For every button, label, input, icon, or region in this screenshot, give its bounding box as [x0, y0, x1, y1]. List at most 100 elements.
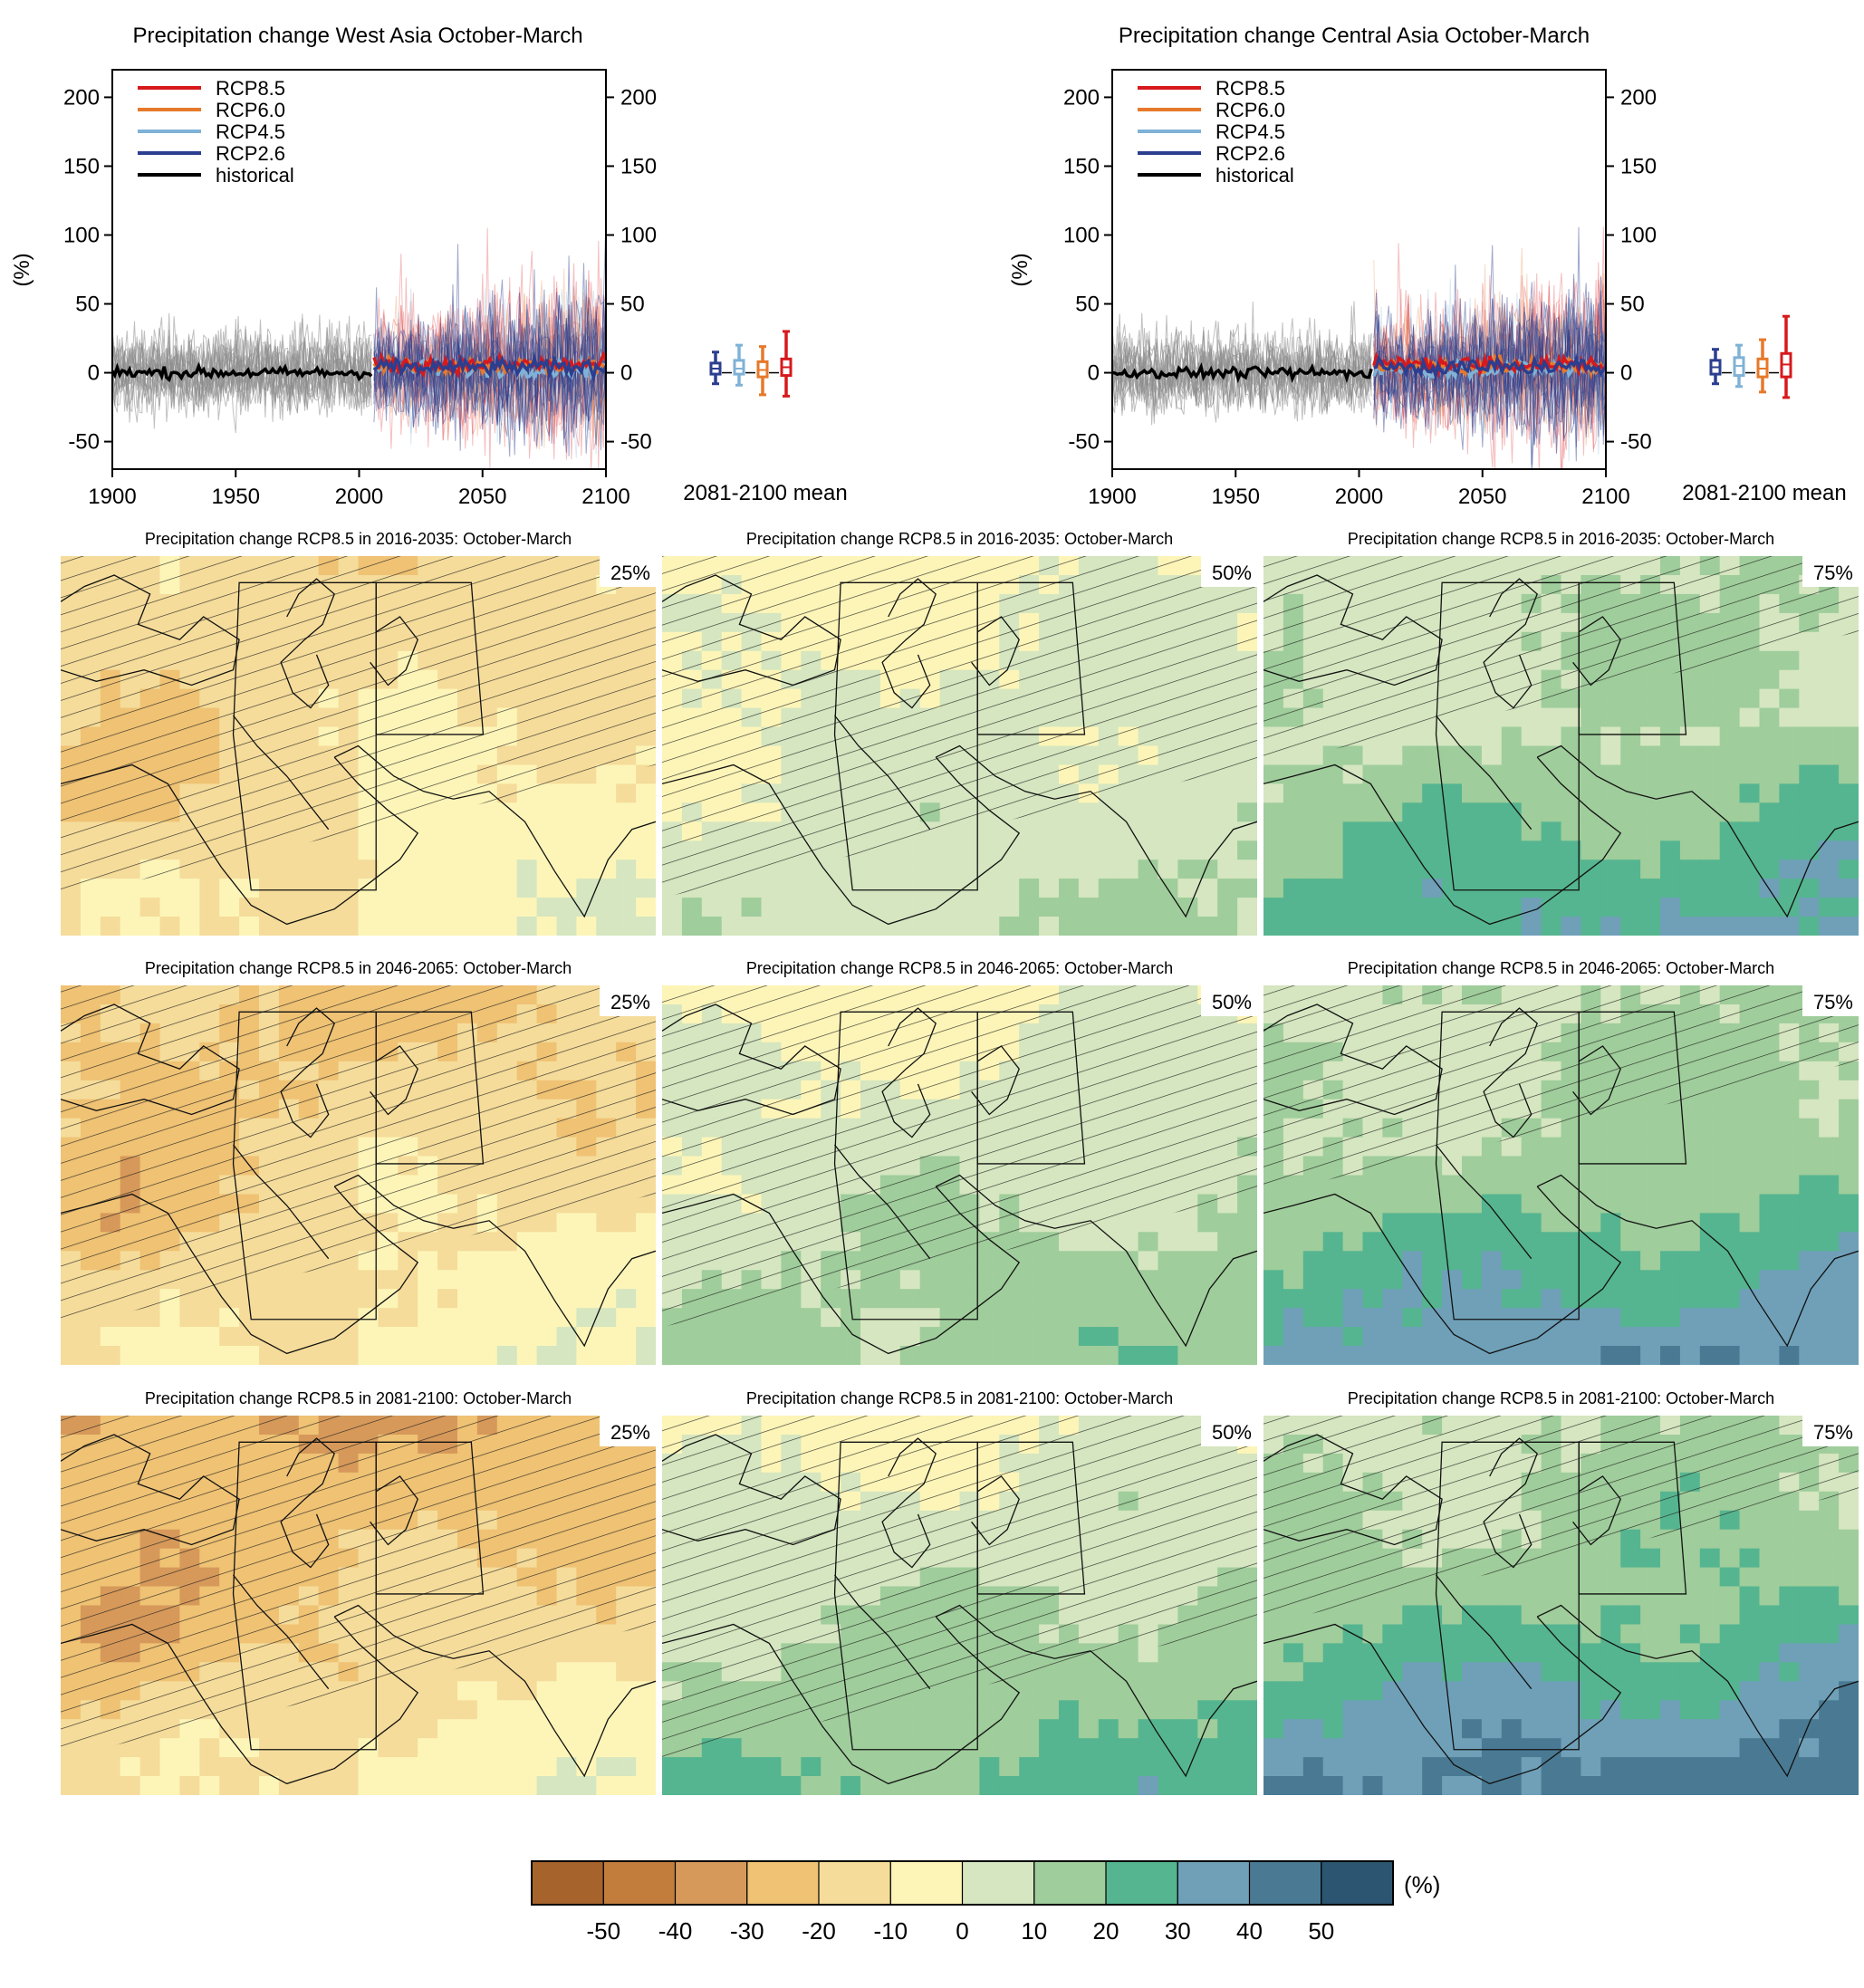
map-cell — [556, 802, 577, 822]
map-cell — [1177, 783, 1198, 803]
coastline — [971, 616, 1020, 687]
map-cell — [1839, 879, 1859, 898]
map-cell — [1581, 1308, 1601, 1328]
map-cell — [1541, 1289, 1562, 1309]
map-cell — [1501, 1289, 1523, 1309]
map-cell — [239, 860, 260, 879]
map-cell — [1759, 1251, 1780, 1271]
map-cell — [1640, 879, 1661, 898]
map-cell — [596, 840, 617, 860]
map-cell — [879, 898, 901, 917]
map-cell — [1699, 1118, 1721, 1138]
map-cell — [636, 1232, 656, 1252]
map-cell — [939, 1346, 961, 1365]
coastline — [935, 1174, 1257, 1348]
map-cell — [1442, 860, 1463, 879]
map-cell — [1442, 1194, 1463, 1215]
map-cell — [1197, 1346, 1218, 1365]
map-cell — [1217, 917, 1238, 936]
map-cell — [1759, 1080, 1780, 1100]
map-cell — [338, 1270, 360, 1290]
map-cell — [259, 1719, 280, 1739]
map-cell — [1501, 745, 1523, 766]
map-cell — [536, 1289, 558, 1309]
map-cell — [219, 1346, 240, 1365]
map-cell — [781, 879, 802, 898]
map-cell — [1581, 688, 1601, 709]
map-cell — [1759, 1099, 1780, 1119]
map-cell — [1158, 821, 1178, 841]
map-cell — [1620, 745, 1641, 766]
map-cell — [1541, 1251, 1562, 1271]
scenario-member-line — [373, 292, 606, 460]
map-cell — [1283, 1346, 1304, 1365]
map-cell — [278, 1308, 300, 1328]
map-cell — [1481, 745, 1503, 766]
map-cell — [1779, 1137, 1800, 1157]
map-cell — [1640, 821, 1661, 841]
map-cell — [1660, 1346, 1681, 1365]
map-cell — [801, 1308, 822, 1328]
coastline — [1483, 1007, 1538, 1138]
map-title: Precipitation change RCP8.5 in 2081-2100… — [145, 1389, 572, 1407]
map-cell — [259, 1308, 280, 1328]
map-cell — [919, 879, 941, 898]
x-tick-label: 1950 — [212, 485, 260, 509]
map-cell — [801, 917, 822, 936]
map-cell — [378, 1308, 399, 1328]
map-cell — [821, 898, 841, 917]
coastline — [1536, 1174, 1859, 1348]
map-cell — [1839, 1270, 1859, 1290]
map-cell — [418, 879, 438, 898]
map-cell — [1422, 726, 1443, 747]
map-cell — [298, 1327, 320, 1347]
map-cell — [378, 1738, 399, 1758]
map-cell — [437, 1681, 458, 1701]
map-cell — [1679, 1156, 1701, 1176]
map-cell — [100, 1346, 121, 1365]
map-cell — [338, 860, 360, 879]
map-cell — [476, 1757, 498, 1777]
map-cell — [596, 1776, 617, 1795]
map-field — [61, 556, 656, 936]
map-cell — [1302, 1232, 1324, 1252]
map-cell — [1442, 1308, 1463, 1328]
map-title: Precipitation change RCP8.5 in 2046-2065… — [145, 959, 572, 977]
map-cell — [1322, 879, 1344, 898]
map-cell — [1462, 1308, 1483, 1328]
coastline — [1263, 1186, 1622, 1355]
map-cell — [616, 840, 637, 860]
map-cell — [1759, 688, 1780, 709]
region-box-central-asia — [976, 581, 1086, 735]
map-cell — [1118, 1232, 1139, 1252]
map-cell — [298, 1719, 320, 1739]
map-cell — [1098, 821, 1119, 841]
map-cell — [1382, 917, 1403, 936]
map-cell — [1481, 1270, 1503, 1290]
map-cell — [398, 1251, 418, 1271]
map-cell — [1501, 1213, 1523, 1233]
map-cell — [199, 1308, 220, 1328]
map-cell — [1581, 1118, 1601, 1138]
map-cell — [496, 860, 518, 879]
map-cell — [437, 1700, 458, 1720]
map-cell — [199, 898, 220, 917]
map-cell — [437, 1346, 458, 1365]
map-cell — [1197, 879, 1218, 898]
map-cell — [1118, 802, 1139, 822]
map-cell — [1078, 1232, 1100, 1252]
map-cell — [1521, 1270, 1542, 1290]
map-cell — [1799, 1308, 1820, 1328]
map-cell — [1699, 669, 1721, 690]
coastline — [662, 574, 841, 687]
map-cell — [1177, 898, 1198, 917]
map-cell — [1759, 840, 1780, 860]
percentile-label-box — [600, 985, 656, 1016]
map-cell — [219, 1327, 240, 1347]
map-cell — [398, 1327, 418, 1347]
map-cell — [576, 1251, 597, 1271]
map-cell — [1660, 840, 1681, 860]
map-cell — [616, 821, 637, 841]
map-cell — [1382, 840, 1403, 860]
map-cell — [1158, 1213, 1178, 1233]
